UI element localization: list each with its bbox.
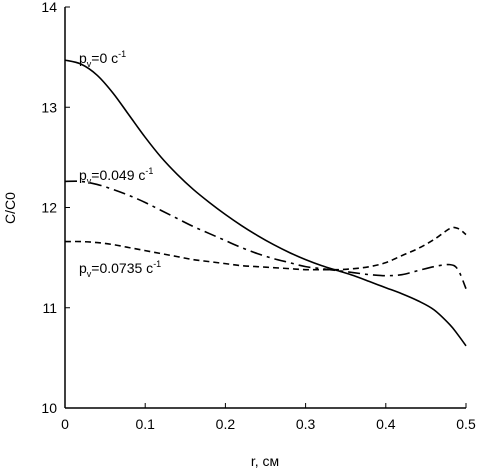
- series-line-dashed: [64, 226, 467, 271]
- series-line-solid: [64, 59, 467, 347]
- y-axis-ticks: 10 11 12 13 14: [41, 0, 70, 416]
- x-tick-label: 0.2: [216, 416, 236, 432]
- y-axis-title: C/C0: [2, 192, 18, 224]
- series-label: pv=0 c-1: [79, 49, 126, 69]
- series-labels: pv=0 c-1 pv=0.049 c-1 pv=0.0735 c-1: [79, 49, 161, 279]
- y-tick-label: 12: [41, 200, 57, 216]
- series-label: pv=0.0735 c-1: [79, 259, 161, 279]
- y-tick-label: 11: [42, 300, 57, 316]
- y-tick-label: 10: [41, 400, 57, 416]
- series-label: pv=0.049 c-1: [79, 166, 153, 186]
- x-tick-label: 0.4: [376, 416, 396, 432]
- x-axis-ticks: 0 0.1 0.2 0.3 0.4 0.5: [61, 403, 476, 432]
- x-tick-label: 0.5: [456, 416, 476, 432]
- series-lines: [64, 59, 467, 347]
- y-tick-label: 14: [41, 0, 57, 15]
- y-tick-label: 13: [41, 99, 57, 115]
- x-tick-label: 0.1: [135, 416, 155, 432]
- x-axis-title: r, см: [251, 453, 279, 469]
- x-tick-label: 0.3: [296, 416, 316, 432]
- x-tick-label: 0: [61, 416, 69, 432]
